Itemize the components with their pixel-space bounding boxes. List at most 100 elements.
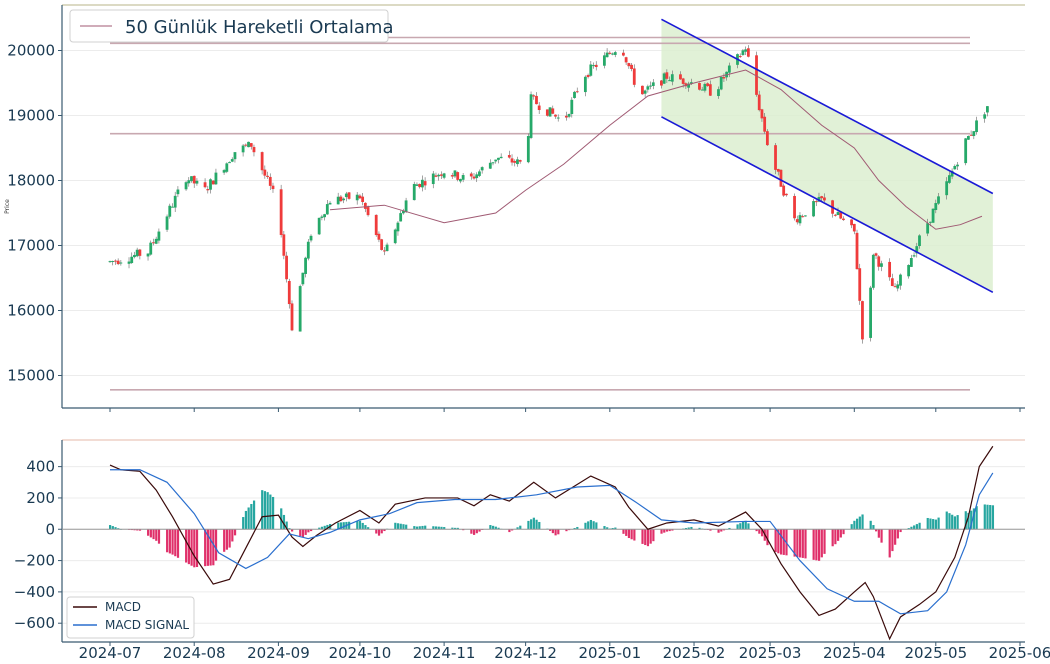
macd-histogram-bar xyxy=(263,491,267,530)
macd-y-tick-label: 400 xyxy=(26,458,55,476)
candle-body xyxy=(632,68,636,85)
candle-body xyxy=(760,109,764,119)
macd-histogram-bar xyxy=(497,527,500,530)
price-legend: 50 Günlük Hareketli Ortalama xyxy=(69,9,393,43)
candle-body xyxy=(171,206,174,208)
candle-body xyxy=(475,174,479,179)
candle-body xyxy=(513,161,517,163)
macd-histogram-bar xyxy=(606,527,609,530)
candle-body xyxy=(135,249,139,257)
macd-histogram-bar xyxy=(310,529,313,532)
candle-body xyxy=(168,205,172,217)
candle-body xyxy=(222,170,226,173)
macd-histogram-bar xyxy=(538,521,541,530)
macd-histogram-bar xyxy=(573,528,576,530)
x-tick-label: 2025-03 xyxy=(739,644,802,662)
macd-histogram-bar xyxy=(204,529,207,567)
candle-body xyxy=(763,116,767,132)
candle-body xyxy=(548,107,552,117)
macd-histogram-bar xyxy=(698,527,701,530)
candle-body xyxy=(399,213,403,222)
candle-body xyxy=(972,131,976,137)
candle-body xyxy=(380,239,384,250)
candle-body xyxy=(793,195,796,219)
macd-histogram-bar xyxy=(114,527,117,530)
candle-body xyxy=(317,217,321,235)
macd-histogram-bar xyxy=(627,529,631,539)
candle-body xyxy=(839,212,843,219)
candle-body xyxy=(176,189,180,195)
macd-histogram-bar xyxy=(176,529,180,558)
macd-histogram-bar xyxy=(910,526,913,530)
candle-body xyxy=(401,211,405,214)
macd-histogram-bar xyxy=(206,529,209,566)
macd-histogram-bar xyxy=(209,529,212,566)
candle-body xyxy=(823,197,826,201)
price-y-tick-label: 16000 xyxy=(7,302,55,320)
candle-body xyxy=(586,75,590,78)
macd-y-tick-label: 200 xyxy=(26,489,55,507)
macd-histogram-bar xyxy=(415,526,419,530)
macd-y-tick-label: 0 xyxy=(45,520,55,538)
candle-body xyxy=(660,80,663,86)
candle-body xyxy=(934,203,938,211)
price-y-tick-label: 15000 xyxy=(7,367,55,385)
macd-histogram-bar xyxy=(831,529,834,547)
candle-body xyxy=(130,256,134,264)
candle-body xyxy=(323,214,326,218)
candle-body xyxy=(956,164,959,167)
candle-body xyxy=(738,56,742,58)
macd-histogram-bar xyxy=(630,529,633,540)
candle-body xyxy=(706,83,710,87)
candle-body xyxy=(268,176,272,186)
candle-body xyxy=(478,171,481,176)
candle-body xyxy=(453,170,457,177)
candle-body xyxy=(420,179,424,188)
macd-histogram-bar xyxy=(527,520,530,530)
candle-body xyxy=(975,120,978,133)
candle-body xyxy=(842,218,845,221)
macd-histogram-bar xyxy=(152,529,155,540)
macd-histogram-bar xyxy=(136,529,139,531)
macd-histogram-bar xyxy=(861,514,864,530)
macd-histogram-bar xyxy=(551,529,554,534)
macd-histogram-bar xyxy=(214,529,218,561)
macd-histogram-bar xyxy=(380,529,383,534)
candle-body xyxy=(529,94,533,138)
price-y-tick-label: 20000 xyxy=(7,42,55,60)
candle-body xyxy=(915,246,919,254)
macd-legend-box xyxy=(66,596,195,639)
macd-histogram-bar xyxy=(798,529,802,558)
macd-histogram-bar xyxy=(231,529,234,542)
candle-body xyxy=(665,72,669,79)
x-tick-label: 2025-01 xyxy=(578,644,641,662)
macd-histogram-bar xyxy=(986,504,989,530)
macd-histogram-bar xyxy=(774,529,777,553)
macd-histogram-bar xyxy=(856,518,859,530)
macd-histogram-bar xyxy=(171,529,174,555)
macd-histogram-bar xyxy=(494,526,497,530)
macd-histogram-bar xyxy=(660,529,663,534)
macd-histogram-bar xyxy=(304,529,307,535)
macd-histogram-bar xyxy=(155,529,158,541)
macd-histogram-bar xyxy=(157,529,161,544)
macd-histogram-bar xyxy=(932,519,935,530)
candle-body xyxy=(535,95,538,105)
candle-body xyxy=(328,202,332,205)
macd-histogram-bar xyxy=(348,521,351,530)
channel-lower-line xyxy=(661,116,994,294)
candle-body xyxy=(592,65,595,67)
macd-histogram-bar xyxy=(875,529,878,532)
macd-histogram-bar xyxy=(646,529,650,547)
macd-histogram-bar xyxy=(983,504,986,530)
candle-body xyxy=(450,175,454,177)
macd-histogram-bar xyxy=(320,526,324,530)
macd-histogram-bar xyxy=(252,500,256,530)
macd-histogram-bar xyxy=(937,517,940,530)
macd-histogram-bar xyxy=(815,529,818,561)
macd-histogram-bar xyxy=(375,529,378,534)
macd-histogram-bar xyxy=(611,528,614,530)
macd-histogram-bar xyxy=(603,526,606,530)
candle-body xyxy=(861,301,864,340)
macd-histogram-bar xyxy=(212,529,215,566)
